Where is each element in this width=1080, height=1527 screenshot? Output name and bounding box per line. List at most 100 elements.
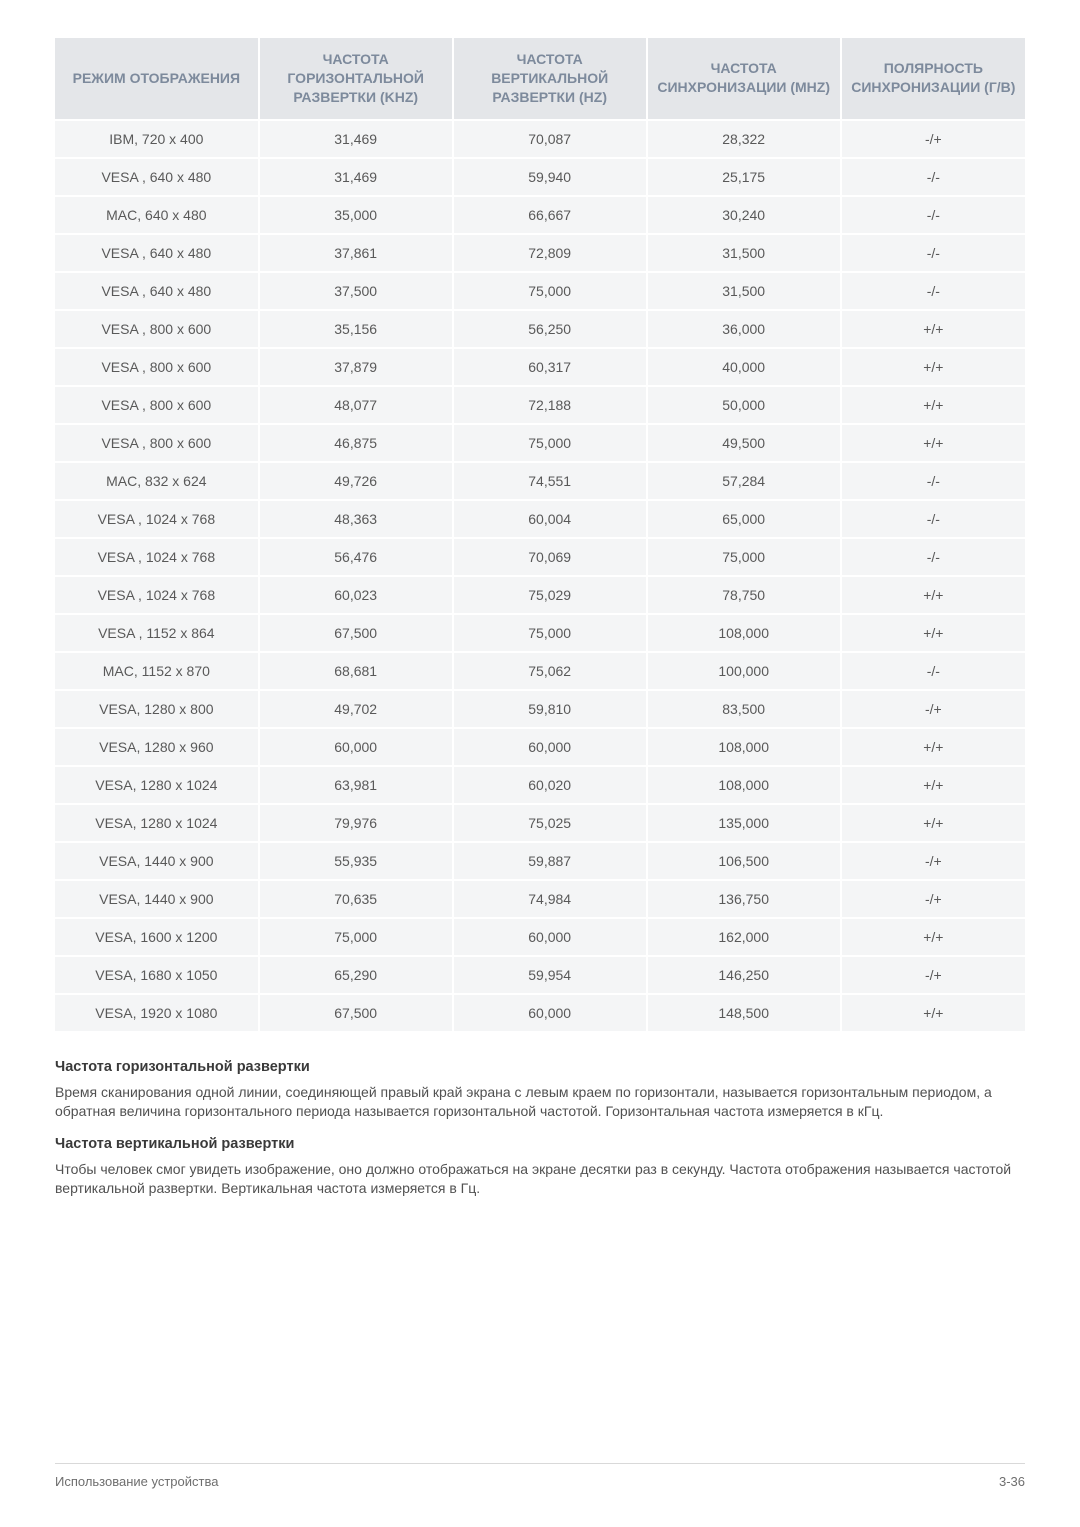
table-cell: 48,077 bbox=[259, 386, 453, 424]
table-cell: 75,062 bbox=[453, 652, 647, 690]
table-row: VESA, 1440 x 90055,93559,887106,500-/+ bbox=[55, 842, 1025, 880]
table-cell: 70,087 bbox=[453, 120, 647, 158]
table-cell: VESA , 1024 x 768 bbox=[55, 500, 259, 538]
table-cell: 36,000 bbox=[647, 310, 841, 348]
table-cell: 135,000 bbox=[647, 804, 841, 842]
table-header-row: РЕЖИМ ОТОБРАЖЕНИЯ ЧАСТОТА ГОРИЗОНТАЛЬНОЙ… bbox=[55, 38, 1025, 120]
table-cell: VESA , 1024 x 768 bbox=[55, 576, 259, 614]
table-cell: 100,000 bbox=[647, 652, 841, 690]
table-cell: 60,000 bbox=[259, 728, 453, 766]
table-row: IBM, 720 x 40031,46970,08728,322-/+ bbox=[55, 120, 1025, 158]
table-cell: 59,940 bbox=[453, 158, 647, 196]
table-cell: 25,175 bbox=[647, 158, 841, 196]
table-cell: VESA , 1024 x 768 bbox=[55, 538, 259, 576]
table-cell: 31,469 bbox=[259, 158, 453, 196]
table-row: VESA, 1280 x 80049,70259,81083,500-/+ bbox=[55, 690, 1025, 728]
table-cell: -/+ bbox=[841, 880, 1025, 918]
table-cell: VESA, 1440 x 900 bbox=[55, 880, 259, 918]
table-cell: 60,000 bbox=[453, 918, 647, 956]
table-row: VESA, 1600 x 120075,00060,000162,000+/+ bbox=[55, 918, 1025, 956]
timing-table: РЕЖИМ ОТОБРАЖЕНИЯ ЧАСТОТА ГОРИЗОНТАЛЬНОЙ… bbox=[55, 38, 1025, 1031]
table-cell: 74,984 bbox=[453, 880, 647, 918]
table-cell: +/+ bbox=[841, 804, 1025, 842]
table-row: VESA , 800 x 60035,15656,25036,000+/+ bbox=[55, 310, 1025, 348]
table-row: VESA , 1152 x 86467,50075,000108,000+/+ bbox=[55, 614, 1025, 652]
table-cell: -/- bbox=[841, 196, 1025, 234]
table-cell: 55,935 bbox=[259, 842, 453, 880]
table-cell: 75,000 bbox=[647, 538, 841, 576]
table-cell: 60,023 bbox=[259, 576, 453, 614]
table-row: VESA, 1280 x 102463,98160,020108,000+/+ bbox=[55, 766, 1025, 804]
table-cell: 35,000 bbox=[259, 196, 453, 234]
table-cell: 60,317 bbox=[453, 348, 647, 386]
col-header: ЧАСТОТА ВЕРТИКАЛЬНОЙ РАЗВЕРТКИ (HZ) bbox=[453, 38, 647, 120]
table-cell: VESA, 1280 x 1024 bbox=[55, 804, 259, 842]
table-cell: 106,500 bbox=[647, 842, 841, 880]
table-row: VESA , 800 x 60048,07772,18850,000+/+ bbox=[55, 386, 1025, 424]
table-row: VESA, 1280 x 96060,00060,000108,000+/+ bbox=[55, 728, 1025, 766]
table-row: VESA , 800 x 60046,87575,00049,500+/+ bbox=[55, 424, 1025, 462]
table-cell: -/- bbox=[841, 234, 1025, 272]
table-cell: 162,000 bbox=[647, 918, 841, 956]
table-cell: 72,809 bbox=[453, 234, 647, 272]
table-cell: 59,954 bbox=[453, 956, 647, 994]
table-cell: 108,000 bbox=[647, 766, 841, 804]
table-row: MAC, 640 x 48035,00066,66730,240-/- bbox=[55, 196, 1025, 234]
note-heading-hfreq: Частота горизонтальной развертки bbox=[55, 1059, 1025, 1075]
table-cell: MAC, 1152 x 870 bbox=[55, 652, 259, 690]
footer-right: 3-36 bbox=[999, 1474, 1025, 1489]
table-cell: 70,069 bbox=[453, 538, 647, 576]
table-cell: VESA, 1920 x 1080 bbox=[55, 994, 259, 1031]
table-cell: 35,156 bbox=[259, 310, 453, 348]
table-cell: +/+ bbox=[841, 310, 1025, 348]
table-cell: IBM, 720 x 400 bbox=[55, 120, 259, 158]
table-cell: VESA , 1152 x 864 bbox=[55, 614, 259, 652]
table-cell: MAC, 832 x 624 bbox=[55, 462, 259, 500]
table-cell: 66,667 bbox=[453, 196, 647, 234]
table-cell: 60,004 bbox=[453, 500, 647, 538]
table-row: VESA, 1920 x 108067,50060,000148,500+/+ bbox=[55, 994, 1025, 1031]
table-cell: -/- bbox=[841, 652, 1025, 690]
table-cell: VESA , 640 x 480 bbox=[55, 272, 259, 310]
table-cell: 31,500 bbox=[647, 234, 841, 272]
table-cell: 72,188 bbox=[453, 386, 647, 424]
table-cell: 60,000 bbox=[453, 994, 647, 1031]
table-cell: 83,500 bbox=[647, 690, 841, 728]
table-cell: 49,702 bbox=[259, 690, 453, 728]
page-footer: Использование устройства 3-36 bbox=[55, 1463, 1025, 1489]
table-cell: VESA, 1280 x 960 bbox=[55, 728, 259, 766]
table-cell: -/- bbox=[841, 272, 1025, 310]
table-row: VESA, 1280 x 102479,97675,025135,000+/+ bbox=[55, 804, 1025, 842]
table-cell: VESA , 800 x 600 bbox=[55, 310, 259, 348]
table-cell: -/- bbox=[841, 500, 1025, 538]
table-cell: 57,284 bbox=[647, 462, 841, 500]
table-row: VESA , 800 x 60037,87960,31740,000+/+ bbox=[55, 348, 1025, 386]
note-heading-vfreq: Частота вертикальной развертки bbox=[55, 1136, 1025, 1152]
table-cell: 74,551 bbox=[453, 462, 647, 500]
table-cell: 31,500 bbox=[647, 272, 841, 310]
table-row: MAC, 1152 x 87068,68175,062100,000-/- bbox=[55, 652, 1025, 690]
table-cell: 70,635 bbox=[259, 880, 453, 918]
footer-left: Использование устройства bbox=[55, 1474, 218, 1489]
table-cell: 108,000 bbox=[647, 614, 841, 652]
table-cell: 50,000 bbox=[647, 386, 841, 424]
table-cell: 63,981 bbox=[259, 766, 453, 804]
table-cell: +/+ bbox=[841, 386, 1025, 424]
table-cell: +/+ bbox=[841, 576, 1025, 614]
table-row: VESA , 640 x 48031,46959,94025,175-/- bbox=[55, 158, 1025, 196]
table-cell: VESA, 1280 x 1024 bbox=[55, 766, 259, 804]
col-header: ПОЛЯРНОСТЬ СИНХРОНИЗАЦИИ (Г/В) bbox=[841, 38, 1025, 120]
table-cell: VESA , 800 x 600 bbox=[55, 424, 259, 462]
table-cell: VESA , 800 x 600 bbox=[55, 386, 259, 424]
table-cell: 78,750 bbox=[647, 576, 841, 614]
col-header: ЧАСТОТА СИНХРОНИЗАЦИИ (MHZ) bbox=[647, 38, 841, 120]
notes-section: Частота горизонтальной развертки Время с… bbox=[55, 1059, 1025, 1199]
table-cell: -/+ bbox=[841, 690, 1025, 728]
table-cell: +/+ bbox=[841, 766, 1025, 804]
table-cell: VESA, 1600 x 1200 bbox=[55, 918, 259, 956]
table-cell: 59,810 bbox=[453, 690, 647, 728]
table-cell: -/+ bbox=[841, 120, 1025, 158]
table-cell: -/- bbox=[841, 538, 1025, 576]
table-cell: 67,500 bbox=[259, 614, 453, 652]
table-cell: 31,469 bbox=[259, 120, 453, 158]
